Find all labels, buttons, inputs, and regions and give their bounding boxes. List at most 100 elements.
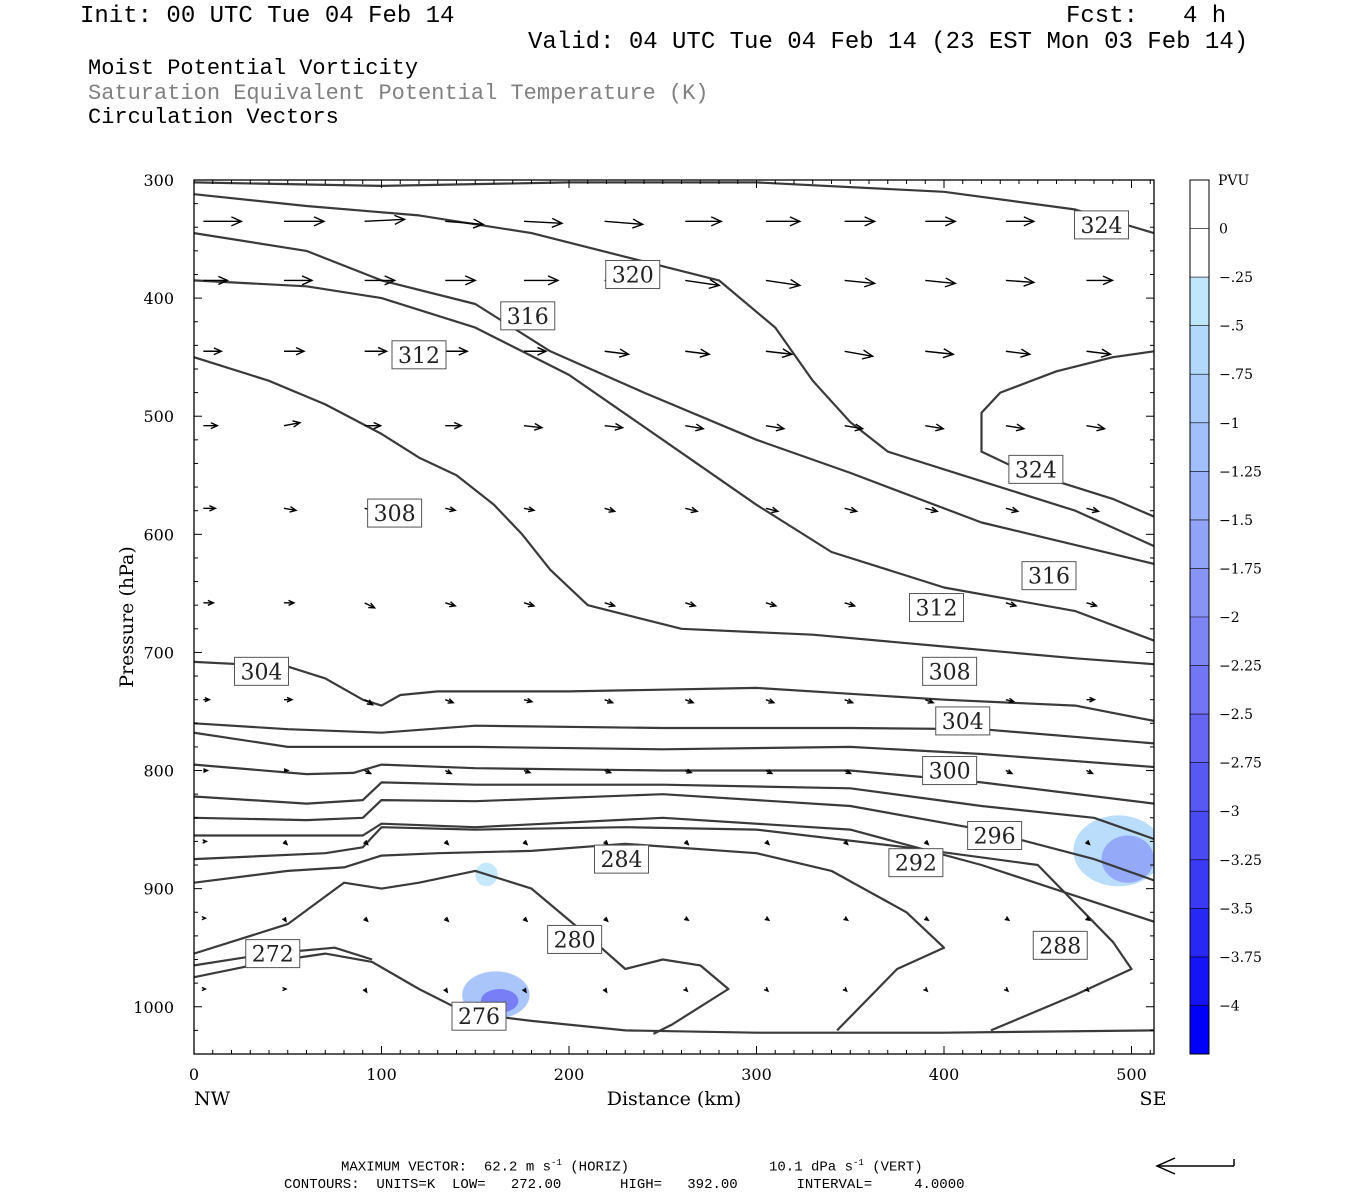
forecast-label: Fcst: (1066, 3, 1139, 30)
max-vector-vert-tail: (VERT) (863, 1159, 923, 1176)
vector-arrow (282, 839, 289, 846)
contour-324 (194, 193, 1154, 548)
reference-arrow (1155, 1157, 1235, 1175)
vector-arrow (284, 216, 326, 227)
vector-arrow (524, 346, 548, 356)
contour-label: 316 (1021, 561, 1077, 591)
vector-arrow (443, 987, 449, 994)
contour-label-text: 276 (458, 1005, 500, 1030)
vector-arrow (201, 915, 208, 921)
vector-arrow (363, 916, 369, 923)
vector-arrow (283, 420, 302, 428)
vector-arrow (925, 506, 939, 514)
vector-arrow (764, 916, 771, 922)
vector-arrow (685, 506, 699, 514)
subtitle-theta-es: Saturation Equivalent Potential Temperat… (88, 81, 709, 106)
vector-arrow (282, 986, 288, 992)
vector-arrow (364, 346, 389, 356)
vector-arrow (522, 839, 529, 846)
vector-arrow (923, 986, 929, 993)
subtitle-mpv: Moist Potential Vorticity (88, 56, 419, 81)
vector-arrow (445, 275, 477, 286)
vector-arrow (445, 698, 455, 704)
vector-arrow (685, 348, 711, 358)
vector-arrow (603, 839, 609, 846)
vector-arrow (364, 699, 375, 706)
colorbar-band (1190, 617, 1209, 667)
vector-arrow (604, 698, 615, 704)
contour-label: 272 (245, 939, 301, 969)
vector-arrow (443, 839, 450, 846)
contour-label: 308 (367, 498, 423, 528)
vector-arrow (523, 768, 532, 774)
vector-arrow (603, 916, 609, 923)
vector-arrow (1004, 916, 1011, 922)
contour-label-text: 304 (942, 710, 984, 735)
contour-308b (194, 722, 1154, 745)
colorbar-band (1190, 228, 1209, 278)
contour-label: 296 (967, 821, 1023, 850)
vector-arrow (364, 421, 383, 430)
contour-label-text: 324 (1081, 214, 1123, 239)
vector-arrow (843, 916, 850, 922)
contour-label-text: 324 (1015, 458, 1057, 483)
vector-arrow (284, 275, 314, 286)
axes: 0 100 200 300 400 500 300 400 500 600 700 800 900 100… (133, 171, 1154, 1084)
vector-arrow (203, 347, 224, 356)
vector-arrow (364, 275, 397, 286)
y-tick-label: 1000 (133, 998, 174, 1017)
vector-arrow (523, 506, 536, 513)
contour-label: 280 (547, 924, 603, 954)
vector-arrow (443, 916, 450, 923)
vector-arrow (201, 986, 208, 992)
vector-arrow (925, 423, 945, 432)
vector-arrow (284, 599, 296, 606)
vector-arrow (685, 278, 721, 290)
vector-arrow (203, 505, 218, 512)
contour-labels: 324 320 316 312 308 324 316 312 308 304 304 300 296 2… (234, 210, 1129, 1031)
forecast-hour: 4 h (1183, 3, 1227, 30)
colorbar-band (1190, 471, 1209, 521)
colorbar-band (1190, 908, 1209, 958)
vector-arrow (765, 698, 776, 704)
vector-arrow (604, 348, 631, 358)
colorbar-level-label: −.75 (1219, 367, 1253, 383)
vector-arrow (765, 348, 794, 359)
plot-frame (193, 179, 1155, 1055)
colorbar-level-label: −.5 (1219, 319, 1244, 335)
vector-arrow (923, 916, 930, 922)
vector-arrow (844, 349, 875, 360)
vector-arrow (445, 601, 457, 608)
colorbar-title: PVU (1218, 173, 1250, 189)
contour-label-text: 316 (1028, 565, 1070, 590)
vector-arrow (763, 986, 770, 993)
x-tick-label: 100 (366, 1065, 397, 1084)
x-end-label-se: SE (1140, 1088, 1167, 1110)
subtitle-vectors: Circulation Vectors (88, 105, 339, 130)
y-tick-label: 600 (143, 525, 174, 544)
contour-label-text: 316 (507, 305, 549, 330)
contour-label-text: 272 (252, 943, 294, 968)
vector-arrow (925, 277, 957, 288)
contour-label: 308 (922, 656, 978, 686)
vector-arrow (282, 916, 287, 923)
contour-300 (194, 781, 1154, 841)
contour-label: 316 (500, 301, 556, 331)
vector-arrow (842, 986, 848, 993)
x-end-label-nw: NW (194, 1088, 231, 1110)
vector-arrow (364, 602, 377, 609)
vector-arrow (1005, 216, 1036, 227)
contour-284 (194, 842, 946, 1032)
vector-arrow (765, 278, 802, 290)
vector-arrow (925, 348, 955, 359)
vector-arrow (604, 218, 645, 229)
vector-arrow (444, 769, 453, 775)
vector-arrow (685, 216, 723, 227)
vector-arrow (283, 506, 298, 513)
vector-arrow (1005, 506, 1020, 514)
colorbar-level-label: −.25 (1219, 270, 1253, 286)
x-tick-label: 200 (554, 1065, 585, 1084)
contour-label: 304 (234, 656, 289, 686)
vector-arrow (1086, 696, 1097, 703)
vector-arrow (1086, 275, 1115, 286)
